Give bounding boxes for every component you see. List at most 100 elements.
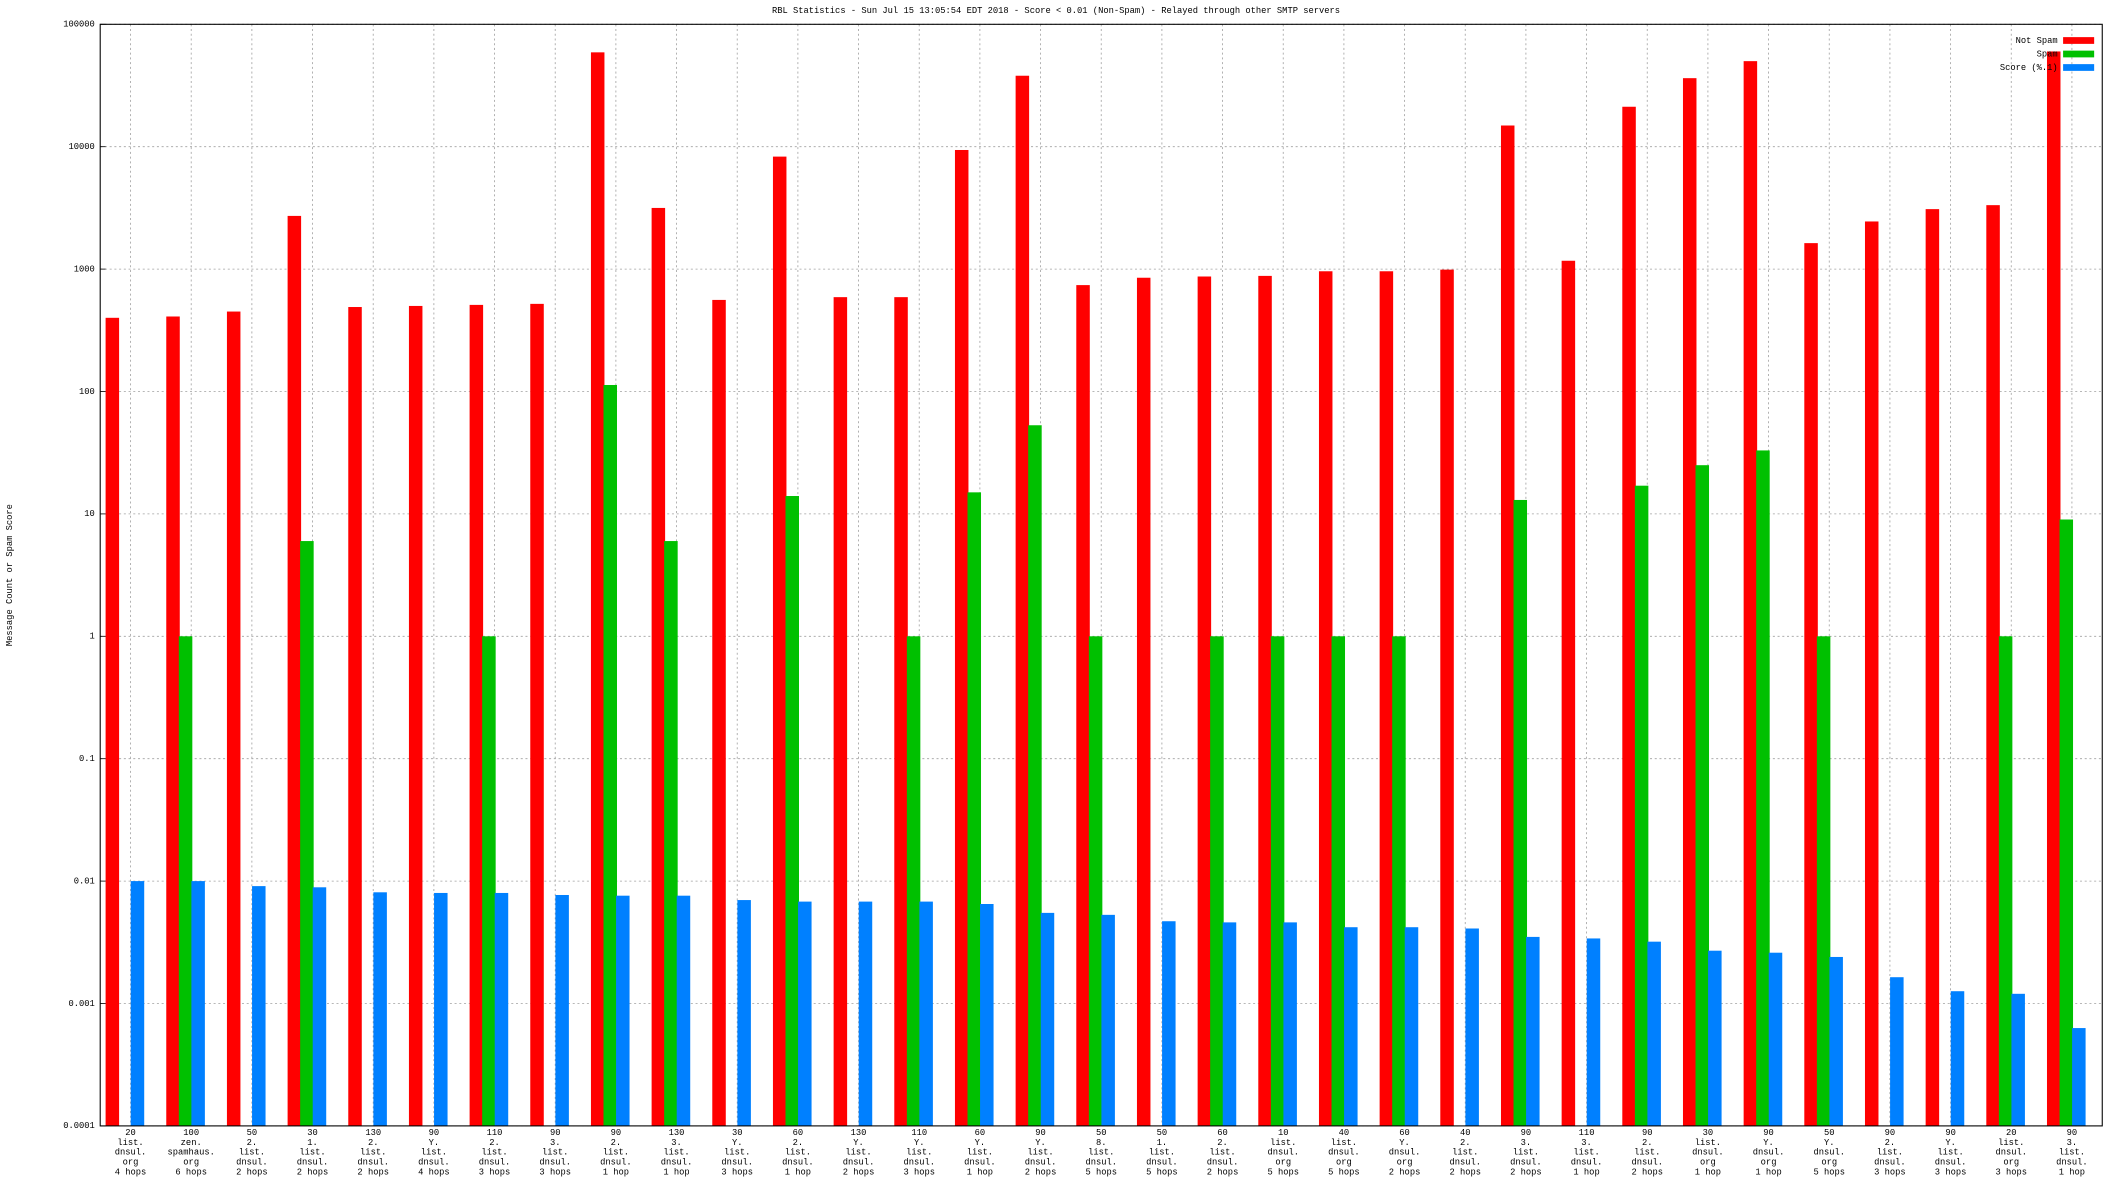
bar — [1986, 205, 2000, 1126]
x-tick-label: dnsul. — [843, 1158, 875, 1168]
bar — [1634, 485, 1649, 1126]
x-tick-label: dnsul. — [1207, 1158, 1239, 1168]
x-tick-label: dnsul. — [1631, 1158, 1663, 1168]
x-tick-label: dnsul. — [721, 1158, 753, 1168]
x-tick-label: 110 — [911, 1128, 927, 1138]
bar — [1695, 465, 1710, 1126]
x-tick-label: 90 — [611, 1128, 622, 1138]
x-tick-label: list. — [239, 1148, 265, 1158]
x-tick-label: dnsul. — [357, 1158, 389, 1168]
bar — [2011, 993, 2025, 1126]
legend-swatch — [2063, 37, 2095, 44]
x-tick-label: 5 hops — [1328, 1167, 1360, 1177]
bar — [894, 297, 908, 1126]
bar — [1647, 941, 1661, 1126]
x-tick-label: Y. — [1824, 1138, 1835, 1148]
bar — [651, 207, 666, 1126]
bar — [1708, 950, 1722, 1126]
bar — [1379, 271, 1394, 1126]
bar — [2046, 51, 2061, 1126]
bar — [1768, 952, 1783, 1126]
x-tick-label: Y. — [853, 1138, 864, 1148]
x-tick-label: org — [1275, 1158, 1291, 1168]
x-tick-label: org — [1821, 1158, 1837, 1168]
x-tick-label: 2 hops — [1510, 1167, 1542, 1177]
bar — [1404, 927, 1419, 1126]
x-tick-label: 2. — [368, 1138, 379, 1148]
chart-title: RBL Statistics - Sun Jul 15 13:05:54 EDT… — [772, 6, 1340, 16]
bar — [555, 894, 569, 1126]
x-tick-label: 2 hops — [1207, 1167, 1239, 1177]
x-tick-label: 90 — [1035, 1128, 1046, 1138]
x-tick-label: Y. — [914, 1138, 925, 1148]
x-tick-label: dnsul. — [782, 1158, 814, 1168]
x-tick-label: list. — [845, 1148, 871, 1158]
x-tick-label: org — [1336, 1158, 1352, 1168]
bar — [712, 299, 726, 1126]
x-tick-label: dnsul. — [1510, 1158, 1542, 1168]
x-tick-label: 3 hops — [721, 1167, 753, 1177]
x-tick-label: 6 hops — [175, 1167, 207, 1177]
x-tick-label: list. — [1027, 1148, 1053, 1158]
bar — [1890, 977, 1904, 1126]
x-tick-label: 1 hop — [603, 1167, 629, 1177]
x-tick-label: dnsul. — [1025, 1158, 1057, 1168]
x-tick-label: list. — [785, 1148, 811, 1158]
x-tick-label: 90 — [2067, 1128, 2078, 1138]
bar — [1331, 636, 1346, 1126]
bar — [348, 307, 362, 1126]
x-tick-label: list. — [1998, 1138, 2024, 1148]
x-tick-label: list. — [603, 1148, 629, 1158]
bar — [1440, 269, 1454, 1126]
bar — [1804, 243, 1818, 1126]
x-tick-label: dnsul. — [297, 1158, 329, 1168]
x-tick-label: 8. — [1096, 1138, 1107, 1148]
x-tick-label: 2. — [611, 1138, 622, 1148]
bar — [252, 886, 266, 1126]
bar — [1561, 260, 1576, 1126]
x-tick-label: 1 hop — [1755, 1167, 1781, 1177]
x-tick-label: 3. — [671, 1138, 682, 1148]
bar — [858, 901, 873, 1126]
y-tick-label: 0.001 — [68, 999, 94, 1009]
x-tick-label: Y. — [1945, 1138, 1956, 1148]
bar — [1586, 938, 1601, 1126]
x-tick-label: 90 — [1885, 1128, 1896, 1138]
bar — [530, 303, 544, 1126]
bar — [1088, 636, 1103, 1126]
x-tick-label: 2. — [489, 1138, 500, 1148]
x-tick-label: dnsul. — [661, 1158, 693, 1168]
x-tick-label: list. — [117, 1138, 143, 1148]
bar — [1526, 936, 1540, 1126]
x-tick-label: list. — [1209, 1148, 1235, 1158]
x-tick-label: 2 hops — [1025, 1167, 1057, 1177]
x-tick-label: list. — [967, 1148, 993, 1158]
bar — [1162, 921, 1176, 1126]
x-tick-label: 50 — [1096, 1128, 1107, 1138]
bar — [226, 311, 241, 1126]
x-tick-label: 90 — [1763, 1128, 1774, 1138]
y-tick-label: 100000 — [63, 20, 95, 30]
bar — [1015, 75, 1030, 1126]
x-tick-label: list. — [2059, 1148, 2085, 1158]
plot-frame — [99, 23, 2103, 1127]
x-tick-label: 130 — [851, 1128, 867, 1138]
x-tick-label: dnsul. — [1085, 1158, 1117, 1168]
x-tick-label: list. — [724, 1148, 750, 1158]
bar — [1816, 636, 1831, 1126]
bar — [1864, 221, 1879, 1126]
x-tick-label: 1 hop — [1573, 1167, 1599, 1177]
x-tick-label: list. — [906, 1148, 932, 1158]
bar — [178, 636, 193, 1126]
bar — [482, 636, 496, 1126]
x-tick-label: Y. — [1035, 1138, 1046, 1148]
x-tick-label: 60 — [793, 1128, 804, 1138]
legend-label: Score (%.1) — [2000, 63, 2058, 73]
legend-label: Not Spam — [2016, 36, 2058, 46]
bar — [1076, 285, 1090, 1126]
x-tick-label: 5 hops — [1267, 1167, 1299, 1177]
x-tick-label: 2 hops — [357, 1167, 389, 1177]
y-tick-label: 0.01 — [74, 876, 95, 886]
bar — [1040, 912, 1055, 1126]
